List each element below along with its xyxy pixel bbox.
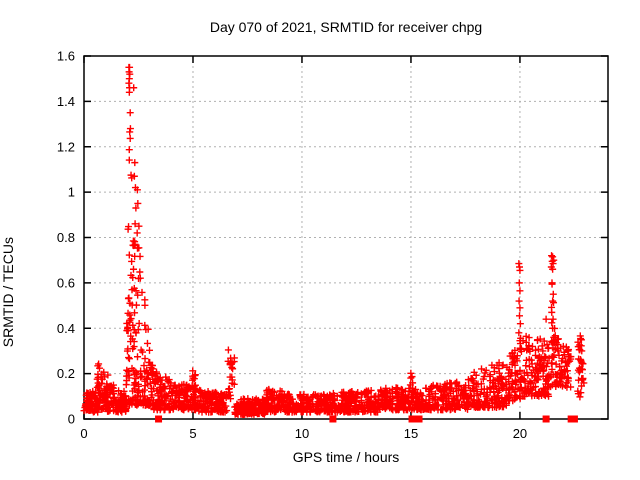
y-tick-label: 1 (68, 185, 75, 200)
x-tick-label: 5 (189, 426, 196, 441)
x-axis-label: GPS time / hours (292, 449, 400, 465)
x-tick-label: 10 (295, 426, 309, 441)
y-tick-label: 0.2 (57, 366, 75, 381)
y-tick-label: 1.6 (57, 49, 75, 64)
y-tick-label: 1.2 (57, 139, 75, 154)
y-tick-label: 1.4 (57, 94, 75, 109)
x-tick-label: 20 (513, 426, 527, 441)
chart-title: Day 070 of 2021, SRMTID for receiver chp… (209, 19, 483, 35)
axis-ticks (83, 55, 608, 420)
scatter-points (80, 63, 588, 418)
x-tick-label: 15 (404, 426, 418, 441)
tick-labels: 0 5 10 15 20 0 0.2 0.4 0.6 0.8 1 1.2 1.4 1.6 (57, 49, 527, 442)
y-tick-label: 0.4 (57, 321, 75, 336)
y-tick-label: 0.8 (57, 230, 75, 245)
x-tick-label: 0 (80, 426, 87, 441)
y-tick-label: 0.6 (57, 275, 75, 290)
y-tick-label: 0 (68, 412, 75, 427)
